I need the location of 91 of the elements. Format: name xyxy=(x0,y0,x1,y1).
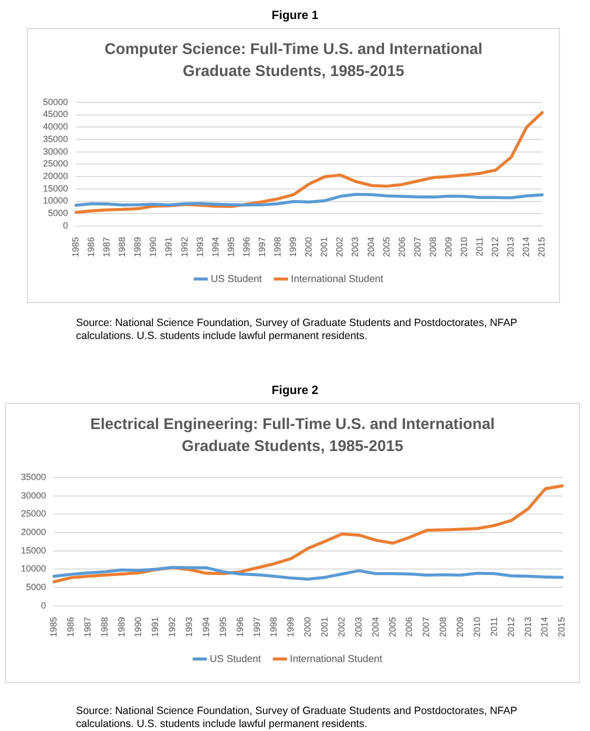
x-tick-label: 2007 xyxy=(421,616,432,638)
x-tick-label: 2006 xyxy=(396,236,407,258)
y-tick-label: 25000 xyxy=(20,508,46,519)
x-tick-label: 1996 xyxy=(241,236,252,258)
x-tick-label: 2015 xyxy=(556,616,567,638)
y-tick-label: 5000 xyxy=(26,582,46,592)
x-tick-label: 2005 xyxy=(387,616,398,638)
x-tick-label: 1996 xyxy=(234,616,245,638)
y-tick-label: 0 xyxy=(41,600,46,610)
x-tick-label: 2003 xyxy=(350,236,360,258)
x-tick-label: 1994 xyxy=(210,236,220,258)
x-tick-label: 1989 xyxy=(132,236,143,258)
x-tick-label: 1986 xyxy=(65,616,76,638)
x-tick-label: 1990 xyxy=(133,616,144,638)
x-tick-label: 1992 xyxy=(167,616,178,638)
y-tick-label: 40000 xyxy=(42,122,68,132)
x-tick-label: 2014 xyxy=(521,236,532,258)
x-tick-label: 2004 xyxy=(370,616,380,638)
x-tick-label: 2002 xyxy=(334,236,345,258)
legend-label: International Student xyxy=(290,274,384,285)
y-tick-label: 15000 xyxy=(42,183,68,194)
y-tick-label: 35000 xyxy=(42,134,68,144)
x-tick-label: 2008 xyxy=(438,616,448,638)
x-tick-label: 2010 xyxy=(472,616,482,638)
y-tick-label: 50000 xyxy=(42,96,68,107)
y-tick-label: 20000 xyxy=(20,526,46,537)
x-tick-label: 1998 xyxy=(272,236,283,258)
y-tick-label: 45000 xyxy=(42,109,68,120)
x-tick-label: 2015 xyxy=(536,236,547,258)
x-tick-label: 1991 xyxy=(150,616,160,638)
y-tick-label: 30000 xyxy=(20,490,46,500)
x-tick-label: 2002 xyxy=(336,616,346,638)
x-tick-label: 1985 xyxy=(48,616,59,638)
x-tick-label: 2000 xyxy=(304,236,314,258)
x-tick-label: 2014 xyxy=(540,616,550,638)
x-tick-label: 1995 xyxy=(218,616,228,638)
x-tick-label: 1986 xyxy=(86,236,96,258)
y-tick-label: 30000 xyxy=(42,146,68,156)
x-tick-label: 2000 xyxy=(302,616,313,638)
x-tick-label: 2009 xyxy=(455,616,466,638)
x-tick-label: 1997 xyxy=(256,236,267,258)
y-tick-label: 25000 xyxy=(42,158,68,169)
x-tick-label: 1991 xyxy=(164,236,174,258)
x-tick-label: 2009 xyxy=(443,236,454,258)
x-tick-label: 2013 xyxy=(506,236,516,258)
y-tick-label: 0 xyxy=(63,220,68,230)
x-tick-label: 1988 xyxy=(99,616,110,638)
x-tick-label: 2011 xyxy=(488,616,499,636)
x-tick-label: 2010 xyxy=(458,236,469,258)
y-tick-label: 5000 xyxy=(48,208,68,218)
x-tick-label: 2007 xyxy=(412,236,422,258)
y-tick-label: 10000 xyxy=(42,196,68,206)
legend-label: US Student xyxy=(210,274,262,285)
x-tick-label: 2001 xyxy=(319,236,330,258)
x-tick-label: 2013 xyxy=(522,616,533,638)
y-tick-label: 35000 xyxy=(20,472,46,482)
x-tick-label: 1999 xyxy=(288,236,298,258)
x-tick-label: 1987 xyxy=(102,236,112,258)
caption: Figure 2 xyxy=(270,383,320,397)
source-note: Source: National Science Foundation, Survey of Graduate Students and Postdoctorates, NFAP calculations. U.S. students include lawful permanent residents. xyxy=(76,705,518,731)
x-tick-label: 1992 xyxy=(179,236,190,258)
x-tick-label: 2005 xyxy=(381,236,392,258)
caption: Figure 1 xyxy=(270,8,320,22)
legend-label: International Student xyxy=(290,654,382,665)
x-tick-label: 1997 xyxy=(252,616,262,638)
x-tick-label: 1985 xyxy=(70,236,81,258)
x-tick-label: 2001 xyxy=(320,616,330,638)
x-tick-label: 2006 xyxy=(404,616,414,638)
source-note: Source: National Science Foundation, Survey of Graduate Students and Postdoctorates, NFAP calculations. U.S. students include lawful permanent residents. xyxy=(76,317,518,343)
x-tick-label: 1993 xyxy=(194,236,205,258)
legend-label: US Student xyxy=(210,654,262,665)
x-tick-label: 1994 xyxy=(200,616,211,638)
x-tick-label: 1998 xyxy=(268,616,279,638)
x-tick-label: 1989 xyxy=(116,616,126,638)
y-tick-label: 10000 xyxy=(20,564,46,574)
y-tick-label: 15000 xyxy=(20,545,46,556)
chart-title: Computer Science: Full-Time U.S. and International Graduate Students, 1985-2015 xyxy=(104,40,484,82)
x-tick-label: 2012 xyxy=(490,236,500,258)
x-tick-label: 2008 xyxy=(428,236,438,258)
x-tick-label: 1990 xyxy=(148,236,158,258)
x-tick-label: 2011 xyxy=(474,236,485,256)
y-tick-label: 20000 xyxy=(42,171,68,182)
x-tick-label: 1993 xyxy=(184,616,194,638)
x-tick-label: 2012 xyxy=(506,616,516,638)
chart-title: Electrical Engineering: Full-Time U.S. and International Graduate Students, 1985-2015 xyxy=(89,415,496,457)
x-tick-label: 2004 xyxy=(366,236,376,258)
x-tick-label: 2003 xyxy=(353,616,364,638)
x-tick-label: 1995 xyxy=(226,236,236,258)
x-tick-label: 1988 xyxy=(117,236,128,258)
x-tick-label: 1999 xyxy=(286,616,296,638)
x-tick-label: 1987 xyxy=(82,616,92,638)
